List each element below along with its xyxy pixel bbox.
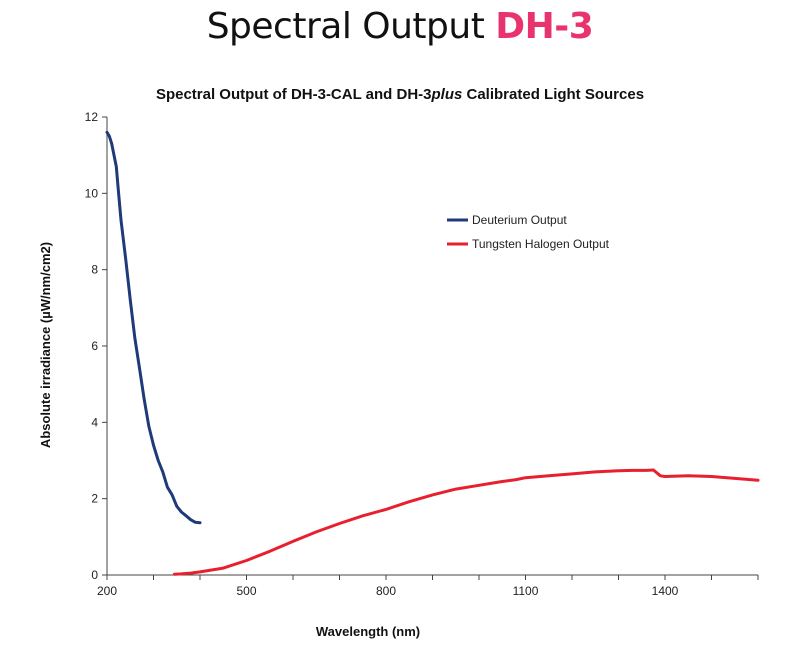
legend-label-deuterium: Deuterium Output	[472, 213, 567, 227]
chart-title: Spectral Output of DH-3-CAL and DH-3plus…	[0, 86, 800, 103]
y-tick-label: 10	[85, 186, 99, 200]
y-tick-label: 12	[85, 110, 99, 124]
chart-ticks: 0 2 4 6 8 10 12 200 500 800 1100 1400	[85, 110, 759, 598]
x-tick-label: 500	[236, 584, 256, 598]
series-line-deuterium	[105, 130, 202, 525]
chart-title-part-1: Spectral Output of DH-3-CAL and DH-3	[155, 86, 432, 103]
y-tick-label: 0	[91, 568, 98, 582]
y-axis-label: Absolute irradiance (µW/nm/cm2)	[38, 242, 53, 448]
y-tick-label: 6	[91, 339, 98, 353]
legend-label-tungsten: Tungsten Halogen Output	[472, 237, 610, 251]
x-tick-label: 800	[376, 584, 396, 598]
chart-title-part-2: plus	[431, 86, 463, 103]
x-tick-label: 1400	[652, 584, 679, 598]
chart-series	[105, 130, 760, 576]
y-tick-label: 8	[91, 263, 98, 277]
page-heading: Spectral Output DH-3	[0, 6, 800, 47]
chart-title-part-3: Calibrated Light Sources	[462, 86, 645, 103]
heading-model: DH-3	[495, 6, 594, 47]
series-line-tungsten	[172, 468, 760, 576]
chart-legend: Deuterium Output Tungsten Halogen Output	[447, 213, 610, 251]
chart-axes	[106, 117, 758, 576]
y-tick-label: 2	[91, 492, 98, 506]
x-tick-label: 200	[97, 584, 117, 598]
y-tick-label: 4	[91, 415, 98, 429]
heading-text: Spectral Output	[206, 6, 485, 47]
x-tick-label: 1100	[513, 584, 539, 598]
x-axis-label: Wavelength (nm)	[316, 624, 420, 639]
